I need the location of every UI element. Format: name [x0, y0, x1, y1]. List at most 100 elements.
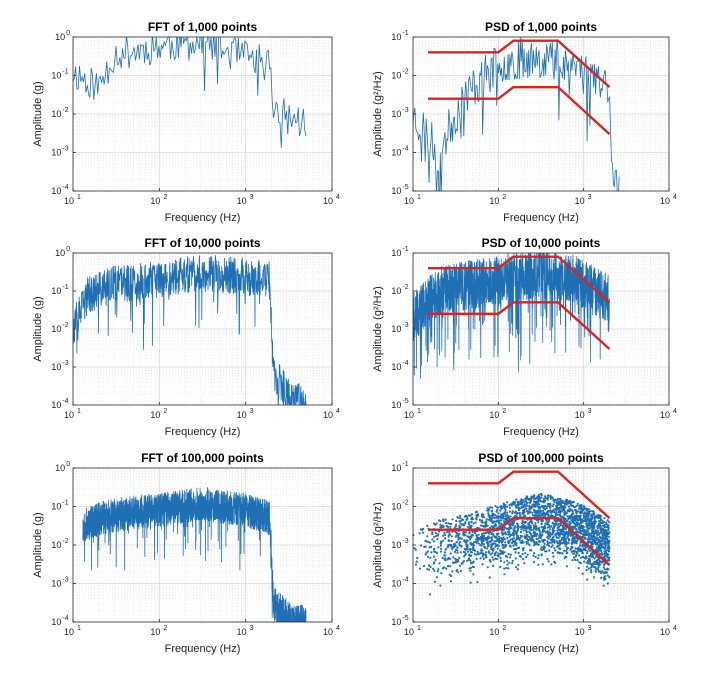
y-tick-exponent: -5 [402, 398, 408, 405]
y-tick-exponent: 0 [66, 461, 70, 468]
x-tick-label: 10 [64, 627, 74, 637]
x-axis-label: Frequency (Hz) [165, 212, 241, 224]
chart-title: PSD of 10,000 points [482, 236, 601, 250]
series-spectrum [73, 255, 307, 405]
panel-fft-100000: 10 1 10 2 10 3 10 410 -410 -310 -210 -110 0 FFT of 10… [32, 451, 340, 655]
y-tick-label: 10 [51, 324, 61, 334]
y-tick-exponent: -3 [402, 322, 408, 329]
y-tick-label: 10 [51, 579, 61, 589]
x-tick-exponent: 3 [588, 625, 592, 632]
y-tick-exponent: -1 [402, 30, 408, 37]
x-tick-exponent: 1 [77, 408, 81, 415]
x-tick-label: 10 [404, 196, 414, 206]
y-tick-exponent: -3 [62, 577, 68, 584]
y-tick-label: 10 [55, 463, 65, 473]
y-tick-exponent: -2 [62, 107, 68, 114]
y-tick-label: 10 [55, 248, 65, 258]
x-tick-label: 10 [64, 196, 74, 206]
y-tick-label: 10 [391, 540, 401, 550]
y-tick-exponent: -4 [62, 615, 68, 622]
y-tick-label: 10 [391, 579, 401, 589]
x-tick-exponent: 1 [417, 194, 421, 201]
y-tick-exponent: -3 [402, 107, 408, 114]
y-axis-label: Amplitude (g²/Hz) [372, 502, 384, 588]
chart-title: PSD of 1,000 points [485, 20, 597, 34]
x-tick-label: 10 [237, 627, 247, 637]
x-tick-label: 10 [660, 196, 670, 206]
plot-content [82, 487, 307, 622]
x-tick-label: 10 [237, 410, 247, 420]
x-axis-label: Frequency (Hz) [165, 643, 241, 655]
panel-psd-10000: 10 1 10 2 10 3 10 410 -510 -410 -310 -210 -1 PSD of 1… [372, 236, 677, 438]
y-tick-label: 10 [391, 286, 401, 296]
x-tick-label: 10 [323, 627, 333, 637]
y-axis-label: Amplitude (g) [32, 512, 44, 577]
y-tick-label: 10 [51, 186, 61, 196]
x-tick-exponent: 3 [588, 408, 592, 415]
x-tick-label: 10 [404, 410, 414, 420]
y-tick-exponent: -4 [62, 398, 68, 405]
y-tick-label: 10 [391, 71, 401, 81]
x-tick-label: 10 [323, 410, 333, 420]
chart-title: FFT of 1,000 points [148, 20, 258, 34]
y-axis-label: Amplitude (g) [32, 81, 44, 146]
y-tick-label: 10 [391, 362, 401, 372]
panel-psd-100000: 10 1 10 2 10 3 10 410 -510 -410 -310 -210 -1 PSD of 1… [372, 451, 677, 655]
series-psd [413, 37, 620, 191]
y-tick-label: 10 [391, 109, 401, 119]
y-tick-exponent: -5 [402, 615, 408, 622]
y-tick-label: 10 [51, 540, 61, 550]
y-tick-exponent: -2 [402, 500, 408, 507]
y-tick-label: 10 [51, 502, 61, 512]
y-tick-exponent: -1 [62, 69, 68, 76]
chart-title: FFT of 100,000 points [141, 451, 264, 465]
y-tick-label: 10 [55, 32, 65, 42]
y-tick-exponent: -2 [62, 322, 68, 329]
y-tick-exponent: -1 [62, 500, 68, 507]
x-tick-exponent: 2 [163, 408, 167, 415]
plot-content [413, 37, 620, 191]
x-tick-exponent: 4 [336, 625, 340, 632]
grid [73, 253, 332, 405]
y-tick-exponent: -4 [62, 184, 68, 191]
y-tick-exponent: -1 [402, 461, 408, 468]
x-tick-label: 10 [489, 627, 499, 637]
plot-content [413, 253, 611, 379]
y-tick-label: 10 [391, 248, 401, 258]
x-axis-label: Frequency (Hz) [503, 426, 579, 438]
x-tick-label: 10 [64, 410, 74, 420]
x-axis-label: Frequency (Hz) [503, 643, 579, 655]
plot-content [413, 470, 611, 596]
x-tick-label: 10 [575, 196, 585, 206]
y-tick-exponent: -1 [62, 284, 68, 291]
x-tick-label: 10 [150, 410, 160, 420]
y-tick-exponent: -3 [402, 538, 408, 545]
x-tick-label: 10 [150, 627, 160, 637]
x-tick-exponent: 3 [250, 625, 254, 632]
x-tick-exponent: 1 [417, 625, 421, 632]
x-tick-label: 10 [489, 196, 499, 206]
y-tick-exponent: -2 [402, 69, 408, 76]
y-tick-label: 10 [391, 186, 401, 196]
y-tick-exponent: 0 [66, 30, 70, 37]
y-tick-exponent: 0 [66, 246, 70, 253]
y-tick-label: 10 [391, 400, 401, 410]
y-tick-label: 10 [391, 463, 401, 473]
x-tick-exponent: 4 [336, 194, 340, 201]
y-tick-exponent: -4 [402, 360, 408, 367]
x-tick-label: 10 [489, 410, 499, 420]
y-axis-label: Amplitude (g) [32, 296, 44, 361]
x-tick-exponent: 2 [502, 408, 506, 415]
x-tick-exponent: 3 [250, 194, 254, 201]
y-axis-label: Amplitude (g²/Hz) [372, 71, 384, 157]
y-tick-label: 10 [51, 71, 61, 81]
x-tick-exponent: 4 [673, 408, 677, 415]
y-tick-label: 10 [51, 617, 61, 627]
y-tick-label: 10 [51, 286, 61, 296]
x-tick-exponent: 1 [417, 408, 421, 415]
x-tick-exponent: 4 [673, 625, 677, 632]
y-tick-label: 10 [51, 148, 61, 158]
y-tick-label: 10 [391, 148, 401, 158]
x-tick-label: 10 [660, 627, 670, 637]
